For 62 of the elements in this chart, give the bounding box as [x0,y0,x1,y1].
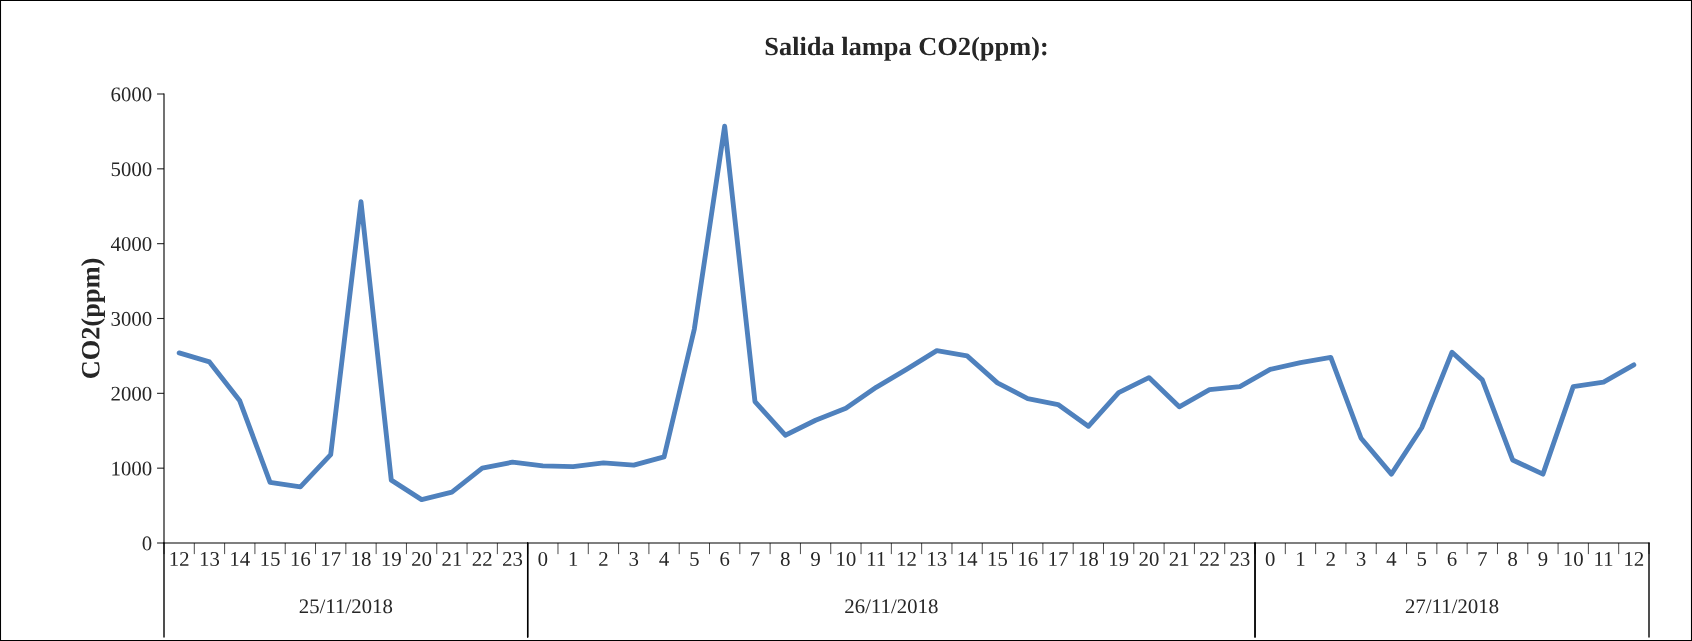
x-tick-label: 0 [1265,551,1275,566]
x-tick-label: 17 [322,552,341,566]
x-tick-label: 16 [1019,551,1038,566]
x-tick-label: 18 [352,551,371,566]
x-tick-label: 12 [897,551,916,566]
x-tick-label: 16 [291,551,311,566]
x-tick-label: 7 [751,552,760,566]
x-tick-label: 12 [170,551,189,566]
x-tick-label: 11 [1595,552,1613,566]
line-series [176,123,1637,503]
x-tick-label: 22 [472,551,492,566]
x-tick-label: 4 [659,552,669,566]
y-tick-label: 0 [142,536,152,551]
x-tick-label: 15 [988,552,1008,566]
x-tick-label: 1 [1297,552,1305,566]
x-tick-label: 0 [538,551,548,566]
x-tick-label: 2 [599,551,608,566]
x-tick-label: 21 [442,551,462,566]
x-tick-label: 19 [1110,551,1129,566]
x-tick-label: 8 [1508,551,1518,566]
y-tick-label: 1000 [112,461,152,476]
text: 27/11/2018 [1405,599,1499,614]
x-tick-label: 9 [1538,551,1548,566]
x-tick-label: 17 [1049,552,1068,566]
y-axis-title: CO2(ppm) [81,258,105,379]
x-tick-label: 19 [382,551,401,566]
x-tick-label: 13 [928,551,947,566]
x-tick-label: 10 [837,551,856,566]
chart-title: Salida lampa CO2(ppm): [765,36,1047,61]
x-tick-label: 1 [569,552,578,566]
x-tick-label: 12 [1625,551,1644,566]
x-tick-label: 21 [1169,551,1189,566]
x-tick-label: 3 [629,551,639,566]
y-tick-label: 6000 [111,87,152,102]
text: 25/11/2018 [299,599,393,614]
x-tick-label: 15 [261,552,280,566]
x-tick-label: 14 [958,552,978,566]
x-tick-label: 20 [412,551,432,566]
y-tick-label: 2000 [111,386,152,401]
x-tick-label: 2 [1326,551,1335,566]
x-tick-label: 14 [231,552,250,566]
x-tick-label: 5 [690,552,699,566]
x-tick-label: 23 [1230,551,1250,566]
x-tick-label: 23 [503,551,523,566]
x-tick-label: 11 [868,552,885,566]
x-tick-label: 6 [720,551,730,566]
y-tick-label: 4000 [110,237,152,252]
x-tick-label: 22 [1200,551,1219,566]
x-tick-label: 7 [1478,552,1487,566]
text: 26/11/2018 [845,599,938,614]
x-tick-label: 6 [1447,551,1457,566]
x-tick-label: 10 [1564,551,1583,566]
x-tick-label: 13 [200,551,220,566]
x-tick-label: 18 [1079,551,1098,566]
x-tick-label: 8 [780,551,790,566]
x-tick-label: 20 [1139,551,1159,566]
x-tick-label: 3 [1356,551,1366,566]
x-tick-label: 9 [811,551,820,566]
y-tick-label: 3000 [111,311,152,326]
y-tick-label: 5000 [111,162,152,177]
x-tick-label: 4 [1386,552,1397,566]
x-tick-label: 5 [1417,552,1427,566]
